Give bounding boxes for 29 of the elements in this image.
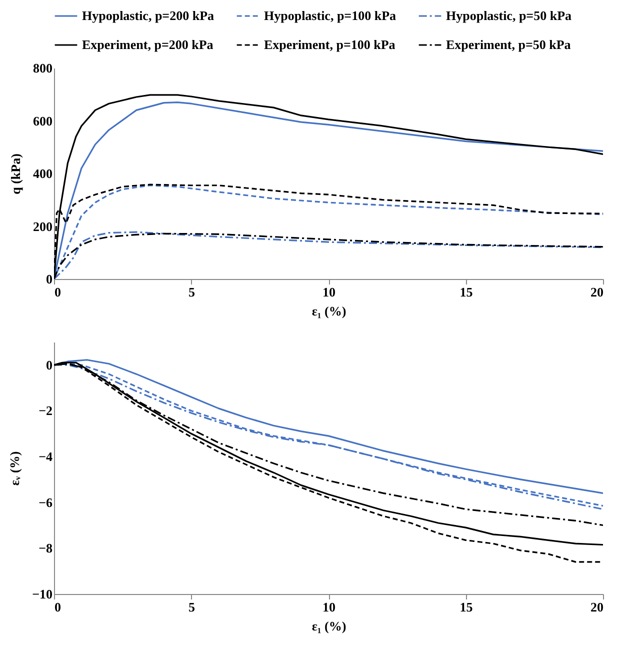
- legend-label: Hypoplastic, p=200 kPa: [82, 8, 215, 23]
- y-tick-label: −4: [38, 449, 53, 464]
- x-axis-title: ε₁ (%): [312, 304, 346, 318]
- x-tick-label: 20: [590, 600, 604, 614]
- y-tick-label: −2: [38, 403, 52, 418]
- y-tick-label: 600: [33, 113, 52, 128]
- y-tick-label: 0: [46, 357, 52, 372]
- x-tick-label: 20: [590, 284, 604, 300]
- y-tick-label: 800: [33, 60, 52, 76]
- x-tick-label: 5: [188, 284, 196, 300]
- y-tick-label: 0: [46, 272, 52, 286]
- x-axis-title: ε₁ (%): [312, 618, 346, 634]
- y-axis-title: εᵥ (%): [7, 451, 22, 486]
- x-tick-label: 10: [322, 284, 336, 300]
- y-tick-label: 200: [33, 218, 52, 234]
- x-tick-label: 10: [322, 600, 336, 614]
- y-tick-label: −8: [38, 540, 53, 556]
- y-axis-title: q (kPa): [8, 154, 23, 194]
- legend-label: Experiment, p=100 kPa: [264, 37, 396, 52]
- y-tick-label: −10: [32, 586, 52, 602]
- x-tick-label: 15: [460, 600, 474, 614]
- legend-label: Experiment, p=200 kPa: [82, 37, 214, 52]
- legend-label: Experiment, p=50 kPa: [446, 37, 572, 52]
- legend-label: Hypoplastic, p=50 kPa: [446, 8, 572, 23]
- x-tick-label: 5: [188, 600, 196, 614]
- y-tick-label: 400: [33, 166, 52, 181]
- x-tick-label: 15: [460, 284, 474, 300]
- legend-label: Hypoplastic, p=100 kPa: [264, 8, 397, 23]
- y-tick-label: −6: [38, 494, 53, 510]
